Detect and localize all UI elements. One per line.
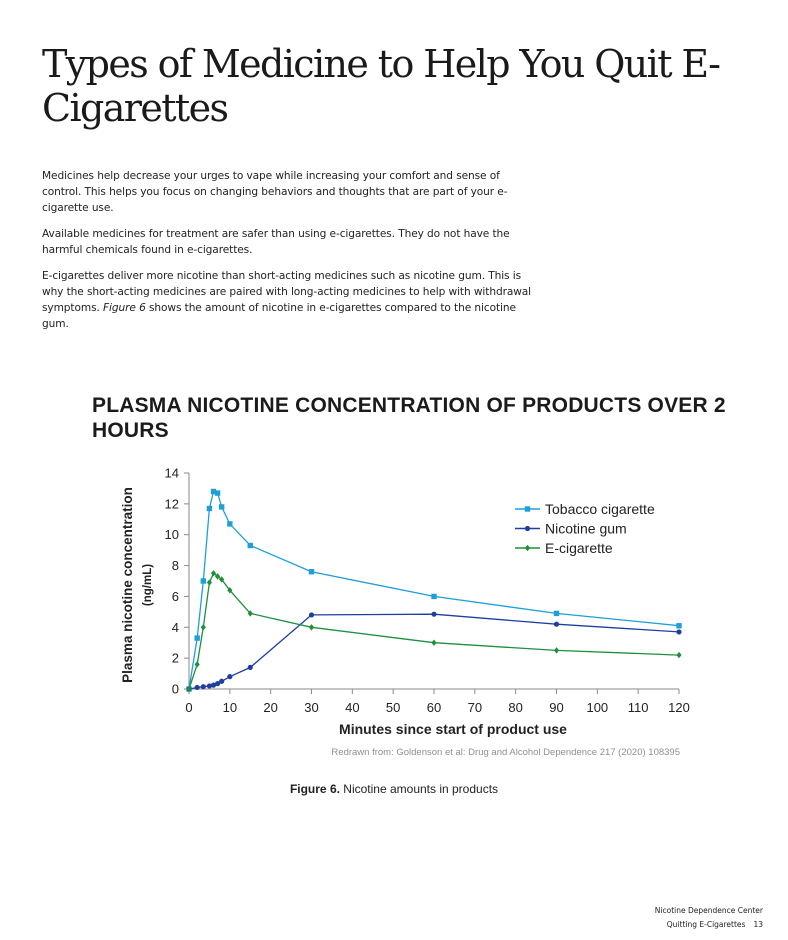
x-tick-label: 80 [508,700,522,715]
series-line-e-cigarette [188,572,680,690]
y-tick-label: 12 [165,496,179,511]
page-title: Types of Medicine to Help You Quit E-Cig… [42,42,721,130]
paragraph-3: E-cigarettes deliver more nicotine than … [42,268,542,332]
data-point-e-cigarette [227,587,233,594]
x-tick-label: 20 [263,700,277,715]
footer-org: Nicotine Dependence Center [654,906,763,915]
y-tick-label: 4 [172,620,179,635]
legend-marker-tobacco-cigarette [524,506,531,512]
footer-doc-title: Quitting E-Cigarettes [666,920,746,929]
legend-marker-e-cigarette [524,544,531,552]
y-tick-label: 0 [172,682,179,697]
legend-marker-nicotine-gum [524,525,531,532]
y-tick-label: 8 [172,558,179,573]
data-point-tobacco-cigarette [431,593,437,600]
figure-caption-text: Nicotine amounts in products [339,782,499,796]
data-point-nicotine-gum [308,612,315,618]
data-point-tobacco-cigarette [227,521,233,527]
data-point-tobacco-cigarette [200,578,206,584]
y-axis-label: Plasma nicotine concentration [120,487,135,683]
x-tick-label: 30 [304,700,318,715]
legend-label-nicotine-gum: Nicotine gum [545,521,627,537]
data-point-e-cigarette [214,573,221,580]
x-tick-label: 10 [223,700,237,715]
x-tick-label: 110 [628,700,649,715]
x-tick-label: 40 [345,700,359,715]
chart-title: PLASMA NICOTINE CONCENTRATION OF PRODUCT… [92,394,726,442]
data-point-nicotine-gum [210,682,217,688]
data-point-nicotine-gum [227,674,233,680]
data-point-nicotine-gum [431,611,437,617]
data-point-tobacco-cigarette [308,569,315,575]
data-point-e-cigarette [186,685,192,693]
data-point-tobacco-cigarette [214,490,221,496]
x-tick-label: 120 [668,700,690,715]
paragraph-3-text-b: shows the amount of nicotine in e-cigare… [42,302,516,330]
legend-label-tobacco-cigarette: Tobacco cigarette [545,501,655,517]
data-point-e-cigarette [194,661,200,668]
figure-reference: Figure 6 [103,302,146,314]
paragraph-1: Medicines help decrease your urges to va… [42,170,508,214]
data-point-e-cigarette [676,651,682,659]
figure-caption-label: Figure 6. [289,782,340,796]
data-point-e-cigarette [219,576,225,583]
data-point-e-cigarette [247,610,253,617]
y-tick-label: 14 [165,466,179,481]
intro-text: Medicines help decrease your urges to va… [42,168,542,342]
paragraph-3-text-a: E-cigarettes deliver more nicotine than … [42,270,532,314]
data-point-tobacco-cigarette [676,623,682,629]
data-point-nicotine-gum [247,664,253,671]
data-point-tobacco-cigarette [247,542,253,549]
data-point-nicotine-gum [553,621,560,627]
y-tick-label: 6 [172,589,179,604]
page-footer: Nicotine Dependence Center Quitting E-Ci… [655,904,763,932]
data-point-e-cigarette [553,647,560,654]
data-point-nicotine-gum [214,681,221,687]
data-point-nicotine-gum [200,684,206,690]
series-line-nicotine-gum [188,613,680,690]
x-tick-label: 70 [468,700,482,715]
data-point-tobacco-cigarette [553,610,560,617]
data-point-tobacco-cigarette [194,635,200,641]
data-point-e-cigarette [200,624,206,631]
data-point-nicotine-gum [219,678,225,684]
x-tick-label: 90 [549,700,563,715]
y-tick-label: 2 [172,651,179,666]
data-point-e-cigarette [206,579,213,586]
x-tick-label: 100 [586,700,608,715]
data-point-tobacco-cigarette [206,505,213,512]
data-point-e-cigarette [308,624,315,631]
data-point-e-cigarette [210,570,217,577]
figure-caption: Figure 6. Nicotine amounts in products [0,782,788,796]
page-number: 13 [753,920,763,929]
data-point-nicotine-gum [676,629,682,635]
data-point-nicotine-gum [206,683,213,689]
x-axis-label: Minutes since start of product use [339,721,567,737]
paragraph-2: Available medicines for treatment are sa… [42,228,510,256]
data-point-nicotine-gum [194,684,200,691]
data-point-tobacco-cigarette [210,488,217,495]
x-tick-label: 0 [185,700,192,715]
y-axis-unit: (ng/mL) [142,564,154,606]
x-tick-label: 60 [427,700,441,715]
x-tick-label: 50 [386,700,400,715]
data-point-e-cigarette [431,639,437,646]
y-tick-label: 10 [165,527,179,542]
data-point-tobacco-cigarette [218,504,225,510]
source-note: Redrawn from: Goldenson et al: Drug and … [331,747,680,758]
legend-label-e-cigarette: E-cigarette [545,540,613,556]
